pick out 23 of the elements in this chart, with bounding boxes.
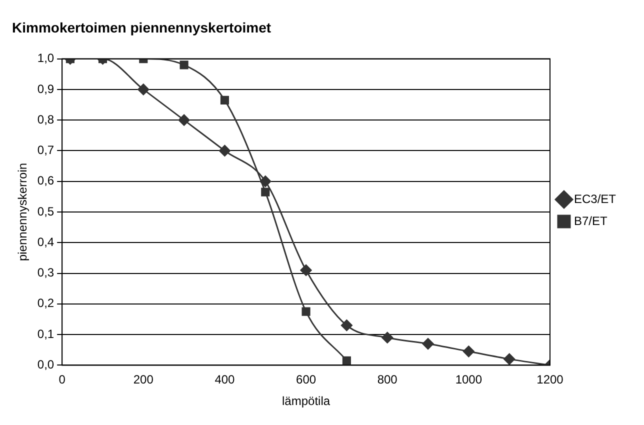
y-tick-label: 0,6 bbox=[37, 174, 54, 188]
x-tick-label: 800 bbox=[377, 372, 398, 387]
chart-title: Kimmokertoimen piennennyskertoimet bbox=[12, 19, 272, 36]
x-tick-label: 400 bbox=[214, 372, 236, 387]
y-tick-label: 0,8 bbox=[37, 112, 54, 126]
y-tick-label: 0,0 bbox=[37, 358, 54, 372]
x-axis-title: lämpötila bbox=[282, 394, 330, 408]
y-tick-label: 0,2 bbox=[37, 296, 54, 310]
y-tick-label: 0,7 bbox=[37, 143, 54, 158]
y-tick-label: 0,1 bbox=[37, 326, 54, 341]
x-tick-label: 600 bbox=[296, 372, 316, 387]
y-tick-label: 0,4 bbox=[37, 234, 54, 249]
legend-label: B7/ET bbox=[574, 214, 608, 228]
x-tick-label: 1000 bbox=[455, 372, 482, 387]
legend-label: EC3/ET bbox=[574, 192, 617, 206]
y-tick-label: 0,3 bbox=[37, 266, 54, 280]
y-axis-title: piennennyskerroin bbox=[16, 162, 30, 262]
x-tick-label: 0 bbox=[58, 372, 66, 387]
y-tick-label: 0,5 bbox=[37, 204, 54, 218]
x-tick-label: 200 bbox=[133, 372, 154, 387]
y-tick-label: 0,9 bbox=[37, 82, 54, 96]
x-tick-label: 1200 bbox=[536, 372, 564, 387]
y-tick-label: 1,0 bbox=[37, 51, 54, 66]
